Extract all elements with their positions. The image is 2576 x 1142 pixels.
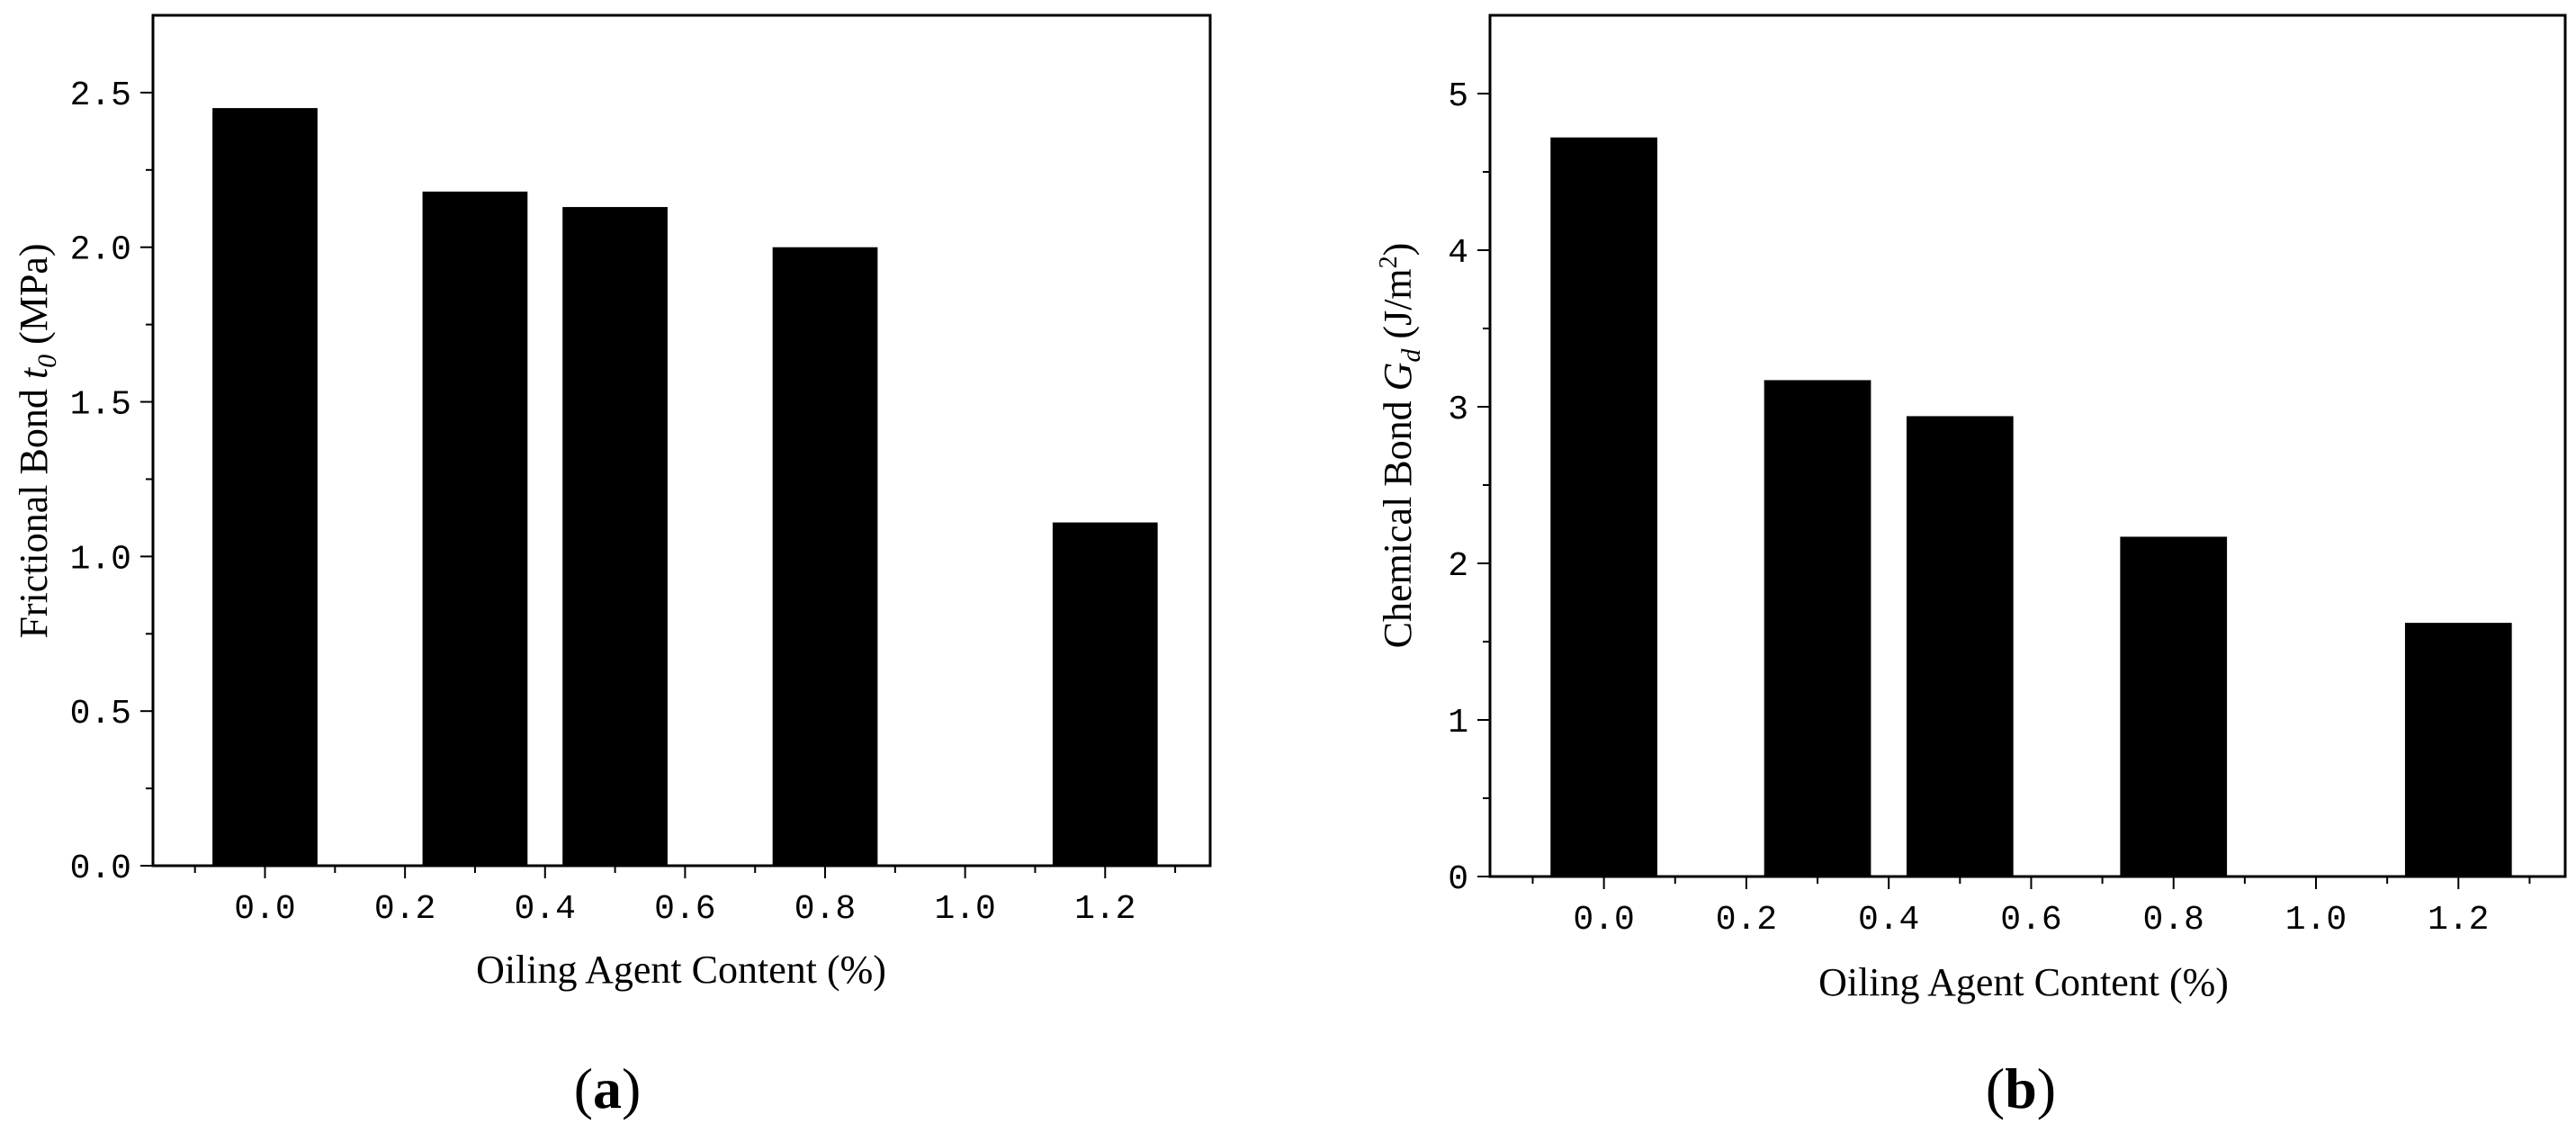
y-axis-label-subscript: d: [1396, 348, 1426, 363]
y-tick-label: 5: [1448, 77, 1468, 116]
x-tick-label: 0.0: [1573, 901, 1634, 940]
y-tick-label: 1.5: [70, 386, 131, 425]
plot-area: [1488, 13, 2567, 878]
frictional-bond-chart: 0.0 0.2 0.4 0.6 0.8 1.0 1.2 0.0 0.5 1.0 1.5 2.0 2.5…: [12, 13, 1212, 1120]
y-tick-label: 4: [1448, 234, 1468, 273]
y-axis-label-main: Chemical Bond: [1376, 400, 1420, 648]
y-ticks: 0 1 2 3 4 5: [1448, 77, 1490, 899]
y-tick-label: 2.5: [70, 76, 131, 115]
bars-group: [1550, 137, 2512, 877]
bar-0.3: [422, 191, 528, 866]
panel-label-a: (a): [574, 1057, 642, 1120]
x-tick-label: 0.4: [1858, 901, 1919, 940]
y-ticks: 0.0 0.5 1.0 1.5 2.0 2.5: [70, 76, 153, 888]
panel-label-b: (b): [1986, 1057, 2056, 1120]
x-axis-label: Oiling Agent Content (%): [476, 948, 886, 992]
x-tick-label: 0.6: [2000, 901, 2061, 940]
y-tick-label: 0.0: [70, 850, 131, 888]
y-axis-label-unit-sup: 2: [1375, 256, 1403, 268]
x-tick-label: 0.2: [1716, 901, 1777, 940]
y-tick-label: 2: [1448, 547, 1468, 586]
x-tick-label: 0.4: [515, 890, 576, 929]
y-tick-label: 3: [1448, 391, 1468, 429]
bar-0.8: [2120, 536, 2228, 877]
y-tick-label: 1.0: [70, 540, 131, 579]
x-tick-label: 1.0: [934, 890, 995, 929]
y-axis-label-symbol: G: [1376, 363, 1420, 391]
bars-group: [212, 108, 1158, 866]
bar-1.2: [2404, 623, 2512, 877]
x-tick-label: 1.2: [1074, 890, 1135, 929]
y-tick-label: 0.5: [70, 695, 131, 733]
bar-0.0: [1550, 137, 1657, 877]
y-axis-label: Frictional Bond t0 (MPa): [12, 243, 62, 638]
y-axis-label-main: Frictional Bond: [12, 389, 56, 638]
y-tick-label: 0: [1448, 860, 1468, 899]
bar-0.5: [562, 207, 668, 866]
x-tick-label: 0.6: [654, 890, 715, 929]
y-axis-label-unit: (J/m: [1376, 268, 1420, 338]
x-ticks: 0.0 0.2 0.4 0.6 0.8 1.0 1.2: [1531, 877, 2531, 940]
plot-area: [151, 13, 1212, 868]
y-axis-label-symbol: t: [12, 366, 56, 379]
x-tick-label: 0.8: [794, 890, 856, 929]
x-tick-label: 0.0: [234, 890, 295, 929]
x-axis-label: Oiling Agent Content (%): [1818, 960, 2229, 1004]
x-tick-label: 1.0: [2285, 901, 2347, 940]
chemical-bond-chart: 0.0 0.2 0.4 0.6 0.8 1.0 1.2 0 1 2 3 4 5 Oiling Agen…: [1375, 13, 2567, 1120]
bar-1.2: [1052, 522, 1158, 866]
bar-0.3: [1764, 380, 1871, 877]
bar-0.8: [772, 247, 878, 866]
x-tick-label: 0.2: [374, 890, 435, 929]
y-tick-label: 1: [1448, 704, 1468, 742]
y-axis-label-subscript: 0: [32, 355, 62, 368]
y-tick-label: 2.0: [70, 231, 131, 270]
bar-0.5: [1906, 416, 2014, 877]
x-tick-label: 1.2: [2428, 901, 2489, 940]
bar-0.0: [212, 108, 318, 866]
y-axis-label: Chemical Bond Gd (J/m2): [1375, 243, 1426, 649]
x-tick-label: 0.8: [2143, 901, 2204, 940]
y-axis-label-unit: (MPa): [12, 243, 56, 344]
x-ticks: 0.0 0.2 0.4 0.6 0.8 1.0 1.2: [193, 866, 1177, 929]
